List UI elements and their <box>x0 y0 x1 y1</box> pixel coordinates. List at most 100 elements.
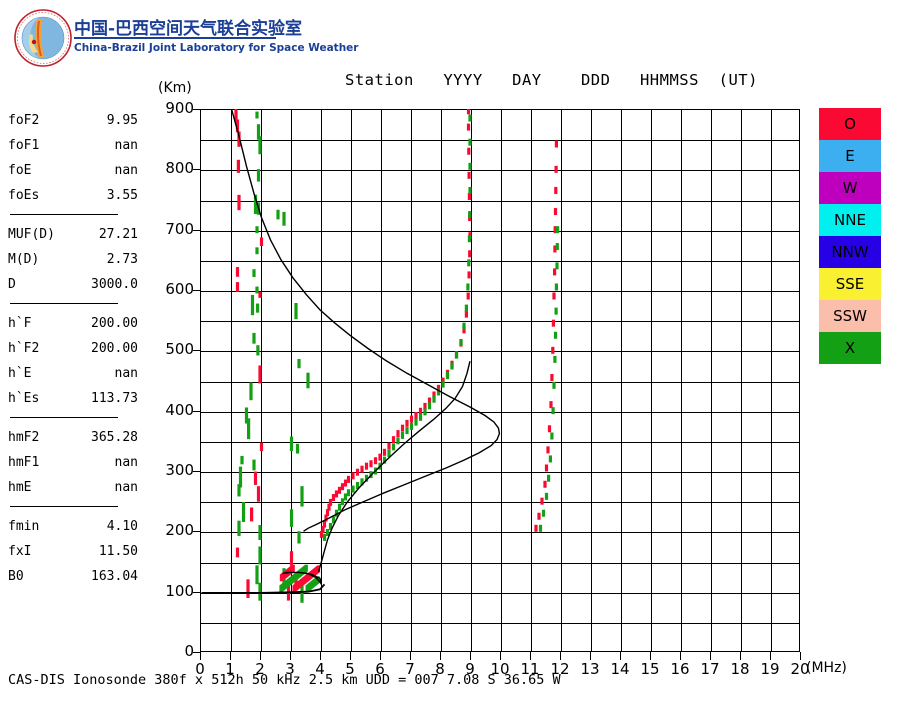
echo-pixel <box>550 432 554 440</box>
echo-pixel <box>418 413 423 421</box>
gridline-vertical <box>621 110 622 651</box>
y-tick-label: 400 <box>165 400 194 419</box>
x-tick-mark <box>620 652 621 660</box>
echo-pixel <box>322 520 327 528</box>
legend-item-e[interactable]: E <box>819 140 881 172</box>
echo-pixel <box>543 480 547 488</box>
legend-item-nnw[interactable]: NNW <box>819 236 881 268</box>
param-row-foe: foE nan <box>8 158 143 183</box>
echo-pixel <box>534 524 538 532</box>
echo-pixel <box>541 509 546 517</box>
echo-pixel <box>258 291 262 298</box>
x-tick-mark <box>380 652 381 660</box>
param-key: MUF(D) <box>8 227 55 242</box>
globe-logo <box>14 9 72 67</box>
echo-pixel <box>237 520 241 536</box>
param-value: 3.55 <box>106 188 138 203</box>
x-tick-mark <box>290 652 291 660</box>
y-tick-label: 800 <box>165 159 194 178</box>
x-tick-label: 4 <box>315 660 325 678</box>
gridline-vertical <box>321 110 322 651</box>
echo-pixel <box>289 436 294 452</box>
echo-pixel <box>340 498 345 506</box>
x-tick-mark <box>200 652 201 660</box>
echo-pixel <box>255 111 259 119</box>
x-tick-label: 8 <box>435 660 445 678</box>
x-tick-mark <box>680 652 681 660</box>
echo-pixel <box>253 471 258 485</box>
echo-pixel <box>252 269 256 278</box>
y-tick-mark <box>193 350 201 352</box>
echo-pixel <box>464 304 468 312</box>
echo-pixel <box>337 486 342 494</box>
echo-pixel <box>240 455 244 465</box>
echo-pixel <box>343 493 348 501</box>
echo-pixel <box>364 474 369 482</box>
gridline-vertical <box>681 110 682 651</box>
echo-pixel <box>466 283 470 291</box>
param-value: 2.73 <box>106 252 138 267</box>
param-row-fmin: fmin 4.10 <box>8 514 143 539</box>
echo-pixel <box>316 565 321 573</box>
ionogram-traces <box>201 109 560 603</box>
profile-curve <box>317 361 471 572</box>
echo-pixel <box>454 351 459 359</box>
param-key: B0 <box>8 569 24 584</box>
ionogram-plot[interactable] <box>200 109 800 652</box>
legend-item-sse[interactable]: SSE <box>819 268 881 300</box>
echo-pixel <box>387 450 391 457</box>
echo-pixel <box>432 395 436 403</box>
x-tick-mark <box>440 652 441 660</box>
instrument-caption: CAS-DIS Ionosonde 380f x 512h 50 kHz 2.5… <box>8 672 561 688</box>
echo-pixel <box>235 282 240 292</box>
profile-curve <box>230 109 501 532</box>
x-tick-mark <box>320 652 321 660</box>
profile-curve <box>282 571 323 585</box>
echo-pixel <box>324 514 328 522</box>
param-row-hf2: h`F2 200.00 <box>8 336 143 361</box>
x-tick-label: 17 <box>700 660 720 678</box>
echo-pixel <box>547 425 552 433</box>
param-value: 11.50 <box>98 544 138 559</box>
param-group-divider <box>10 506 118 507</box>
gridline-vertical <box>291 110 292 651</box>
param-row-mufd: MUF(D) 27.21 <box>8 222 143 247</box>
echo-pixel <box>396 437 400 445</box>
param-key: hmF2 <box>8 430 40 445</box>
y-tick-mark <box>193 229 201 231</box>
echo-pixel <box>276 209 280 220</box>
legend-item-o[interactable]: O <box>819 108 881 140</box>
param-value: 9.95 <box>106 113 138 128</box>
echo-pixel <box>369 460 373 468</box>
y-tick-label: 600 <box>165 280 194 298</box>
param-row-foes: foEs 3.55 <box>8 183 143 208</box>
gridline-horizontal <box>201 592 799 594</box>
echo-pixel <box>462 326 466 334</box>
echo-pixel <box>236 159 240 173</box>
echo-pixel <box>467 192 471 200</box>
echo-pixel <box>553 208 558 216</box>
echo-pixel <box>325 529 330 537</box>
echo-pixel <box>258 365 262 384</box>
echo-pixel <box>468 250 472 258</box>
x-tick-mark <box>530 652 531 660</box>
echo-pixel <box>547 474 551 482</box>
param-key: h`E <box>8 366 32 381</box>
echo-pixel <box>466 123 471 131</box>
echo-pixel <box>328 523 333 531</box>
org-title-cn: 中国-巴西空间天气联合实验室 <box>74 19 303 39</box>
legend-item-w[interactable]: W <box>819 172 881 204</box>
legend-item-nne[interactable]: NNE <box>819 204 881 236</box>
echo-pixel <box>468 162 472 170</box>
legend-item-ssw[interactable]: SSW <box>819 300 881 332</box>
echo-pixel <box>556 226 560 234</box>
echo-pixel <box>554 186 558 194</box>
x-tick-mark <box>770 652 771 660</box>
echo-pixel <box>554 283 558 291</box>
gridline-horizontal <box>201 502 799 504</box>
legend-item-x[interactable]: X <box>819 332 881 364</box>
gridline-horizontal <box>201 200 799 202</box>
echo-pixel <box>255 247 259 255</box>
echo-pixel <box>351 485 355 493</box>
echo-pixel <box>247 418 251 440</box>
